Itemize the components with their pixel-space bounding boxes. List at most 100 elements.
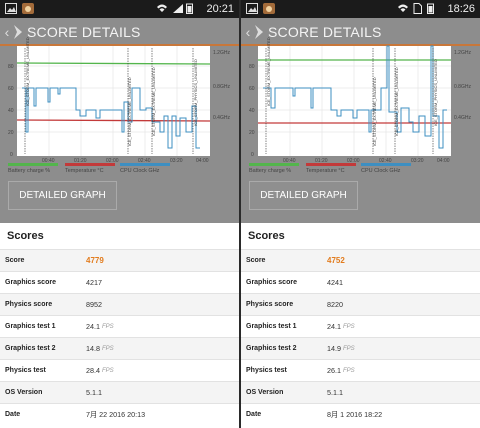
status-time: 20:21 [206, 3, 234, 15]
plot-area [258, 46, 451, 156]
y-right-tick: 1.2GHz [454, 50, 471, 56]
y-right-tick: 0.8GHz [213, 84, 230, 90]
3dmark-logo-icon [255, 25, 263, 39]
y-tick: 20 [8, 130, 14, 136]
date-row: Date 8月 1 2016 18:22 [241, 403, 480, 425]
graph-legend: Battery charge % Temperature °C CPU Cloc… [249, 163, 479, 177]
app-header: ‹ SCORE DETAILS [0, 18, 239, 46]
test-marker-label: ICE_STORM_EXTREME_UNLIMITED [151, 67, 156, 136]
status-bar: 18:26 [241, 0, 480, 18]
y-tick: 20 [249, 130, 255, 136]
physics-score-row: Physics score 8220 [241, 293, 480, 315]
graphics-test2-row: Graphics test 2 14.9 FPS [241, 337, 480, 359]
graphics-score-row: Graphics score 4241 [241, 271, 480, 293]
score-row: Score 4752 [241, 249, 480, 271]
scores-section: Scores Score 4779 Graphics score 4217 Phys… [0, 223, 239, 428]
x-tick: 01:20 [74, 158, 87, 164]
os-version-row: OS Version 5.1.1 [0, 381, 239, 403]
scores-section: Scores Score 4752 Graphics score 4241 Phys… [241, 223, 480, 428]
picture-icon [5, 3, 17, 14]
panel-divider [239, 0, 241, 428]
x-tick: 04:00 [437, 158, 450, 164]
y-tick: 0 [10, 152, 13, 158]
sim-icon [413, 3, 422, 14]
legend-temperature: Temperature °C [306, 163, 356, 174]
legend-battery: Battery charge % [249, 163, 299, 174]
y-tick: 0 [251, 152, 254, 158]
detailed-graph-button[interactable]: DETAILED GRAPH [8, 181, 117, 210]
back-button[interactable]: ‹ [4, 24, 10, 40]
page-title: SCORE DETAILS [27, 24, 141, 40]
x-tick: 04:00 [196, 158, 209, 164]
x-tick: 03:20 [411, 158, 424, 164]
test-marker-label: ICE_STORM_EXTREME_UNLIMITED [372, 77, 377, 146]
scores-title: Scores [7, 230, 44, 242]
picture-icon [246, 3, 258, 14]
monitoring-graph[interactable]: 80 60 40 20 0 1.2GHz 0.8GHz 0.4GHz 00:40… [241, 26, 480, 176]
x-tick: 02:00 [347, 158, 360, 164]
cat-app-icon [22, 3, 34, 14]
test-marker-label: ICE_STORM_EXTREME_UNLIMITED [394, 67, 399, 136]
x-tick: 01:20 [315, 158, 328, 164]
page-title: SCORE DETAILS [268, 24, 382, 40]
detailed-graph-button[interactable]: DETAILED GRAPH [249, 181, 358, 210]
y-tick: 80 [8, 64, 14, 70]
test-marker-label: ICE_STORM_EXTREME_UNLIMITED [127, 77, 132, 146]
battery-series [16, 62, 211, 65]
graphics-test2-row: Graphics test 2 14.8 FPS [0, 337, 239, 359]
test-marker-label: ICE_STORM_EXTREME_UNLIMITED [266, 37, 271, 106]
x-tick: 02:40 [379, 158, 392, 164]
header-accent-line [241, 44, 480, 46]
y-right-tick: 0.8GHz [454, 84, 471, 90]
back-button[interactable]: ‹ [245, 24, 251, 40]
graph-area: ‹ SCORE DETAILS 80 60 40 20 0 1.2GHz [241, 18, 480, 223]
left-screenshot-panel: 20:21 ‹ SCORE DETAILS 80 60 40 20 0 [0, 0, 239, 428]
legend-cpu: CPU Clock GHz [120, 163, 170, 174]
graph-svg: 80 60 40 20 0 1.2GHz 0.8GHz 0.4GHz 00:40… [8, 37, 230, 164]
test-marker-label: ICE_STORM_PHYSICS_UNLIMITED [433, 59, 438, 126]
y-right-tick: 0.4GHz [213, 115, 230, 121]
x-tick: 02:40 [138, 158, 151, 164]
graph-area: ‹ SCORE DETAILS 80 60 40 20 0 1.2GHz [0, 18, 239, 223]
graphics-score-row: Graphics score 4217 [0, 271, 239, 293]
cat-app-icon [263, 3, 275, 14]
x-tick: 00:40 [42, 158, 55, 164]
cpu-clock-series [263, 45, 447, 149]
app-header: ‹ SCORE DETAILS [241, 18, 480, 46]
x-tick: 02:00 [106, 158, 119, 164]
battery-icon [427, 3, 434, 14]
y-right-tick: 1.2GHz [213, 50, 230, 56]
3dmark-logo-icon [14, 25, 22, 39]
wifi-icon [398, 4, 408, 12]
signal-icon [173, 4, 183, 13]
header-accent-line [0, 44, 239, 46]
y-tick: 40 [8, 108, 14, 114]
test-marker-label: ICE_STORM_EXTREME_UNLIMITED [25, 37, 30, 106]
physics-test-row: Physics test 26.1 FPS [241, 359, 480, 381]
legend-temperature: Temperature °C [65, 163, 115, 174]
legend-battery: Battery charge % [8, 163, 58, 174]
temperature-series [16, 119, 211, 122]
y-tick: 80 [249, 64, 255, 70]
x-tick: 00:40 [283, 158, 296, 164]
date-row: Date 7月 22 2016 20:13 [0, 403, 239, 425]
battery-icon [186, 3, 193, 14]
graphics-test1-row: Graphics test 1 24.1 FPS [0, 315, 239, 337]
y-tick: 60 [249, 86, 255, 92]
test-marker-label: ICE_STORM_PHYSICS_UNLIMITED [193, 59, 198, 126]
physics-score-row: Physics score 8952 [0, 293, 239, 315]
graphics-test1-row: Graphics test 1 24.1 FPS [241, 315, 480, 337]
score-row: Score 4779 [0, 249, 239, 271]
physics-test-row: Physics test 28.4 FPS [0, 359, 239, 381]
cpu-clock-series [22, 87, 200, 149]
status-time: 18:26 [447, 3, 475, 15]
graph-svg: 80 60 40 20 0 1.2GHz 0.8GHz 0.4GHz 00:40… [249, 37, 471, 164]
x-tick: 03:20 [170, 158, 183, 164]
y-tick: 40 [249, 108, 255, 114]
legend-cpu: CPU Clock GHz [361, 163, 411, 174]
y-tick: 60 [8, 86, 14, 92]
monitoring-graph[interactable]: 80 60 40 20 0 1.2GHz 0.8GHz 0.4GHz 00:40… [0, 26, 239, 176]
wifi-icon [157, 4, 167, 12]
scores-title: Scores [248, 230, 285, 242]
right-screenshot-panel: 18:26 ‹ SCORE DETAILS 80 60 40 20 0 [241, 0, 480, 428]
